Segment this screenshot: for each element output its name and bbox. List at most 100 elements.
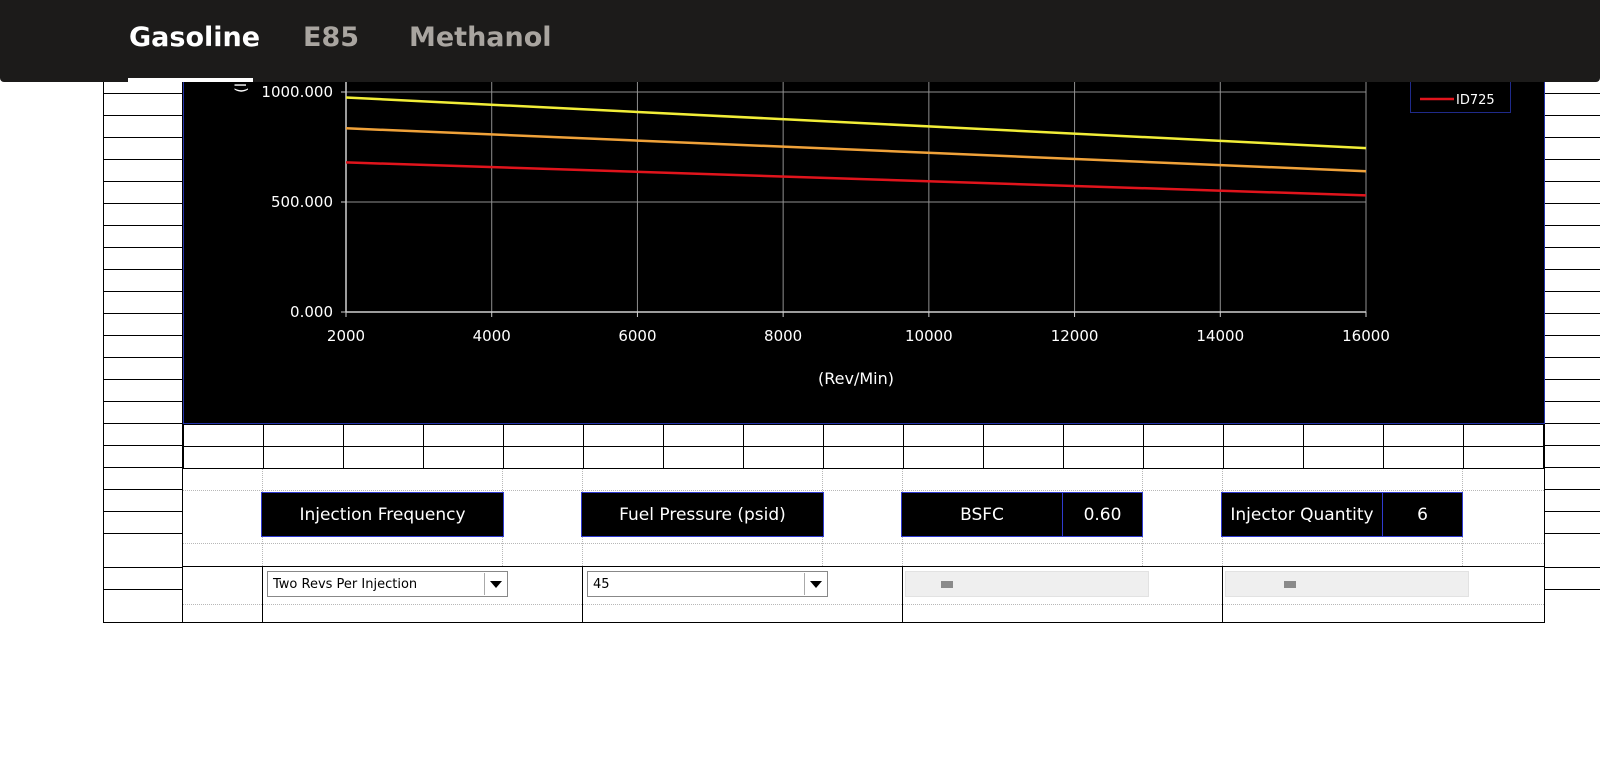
injector-quantity-slider-thumb[interactable] <box>1284 581 1296 588</box>
grid-line <box>103 93 183 94</box>
bsfc-value: 0.60 <box>1062 492 1143 537</box>
bsfc-slider[interactable] <box>905 571 1149 597</box>
grid-line <box>1544 93 1600 94</box>
x-tick-label: 4000 <box>473 327 511 345</box>
grid-line <box>103 589 183 590</box>
tab-gasoline[interactable]: Gasoline <box>129 22 261 53</box>
grid-line <box>183 604 1544 605</box>
grid-line <box>183 446 1544 447</box>
injector-quantity-slider[interactable] <box>1225 571 1469 597</box>
injection-frequency-label: Injection Frequency <box>261 492 504 537</box>
grid-line <box>1544 335 1600 336</box>
grid-line <box>1223 424 1224 468</box>
grid-line <box>1463 424 1464 468</box>
x-tick-label: 16000 <box>1342 327 1390 345</box>
grid-line <box>1063 424 1064 468</box>
grid-line <box>1143 424 1144 468</box>
grid-line <box>103 269 183 270</box>
grid-line <box>583 424 584 468</box>
grid-line <box>1544 379 1600 380</box>
grid-line <box>183 490 1544 491</box>
injector-quantity-label: Injector Quantity <box>1221 492 1383 537</box>
grid-line <box>103 423 183 424</box>
grid-line <box>183 543 1544 544</box>
grid-line <box>103 511 183 512</box>
grid-line <box>743 424 744 468</box>
bsfc-label: BSFC <box>901 492 1063 537</box>
chevron-down-icon[interactable] <box>804 573 826 595</box>
grid-line <box>103 335 183 336</box>
grid-line <box>983 424 984 468</box>
x-tick-label: 12000 <box>1051 327 1099 345</box>
grid-line <box>103 159 183 160</box>
grid-line <box>263 424 264 468</box>
chevron-down-icon[interactable] <box>484 573 506 595</box>
fuel-pressure-dropdown[interactable]: 45 <box>587 571 828 597</box>
x-axis-label: (Rev/Min) <box>818 369 894 388</box>
grid-line <box>103 225 183 226</box>
grid-line <box>1544 511 1600 512</box>
grid-line <box>103 291 183 292</box>
injector-quantity-value: 6 <box>1382 492 1463 537</box>
grid-line <box>1544 467 1600 468</box>
grid-line <box>1544 401 1600 402</box>
grid-line <box>1544 269 1600 270</box>
grid-line <box>103 622 1545 623</box>
grid-line <box>103 379 183 380</box>
grid-line <box>1544 489 1600 490</box>
grid-line <box>183 468 1544 469</box>
y-tick-label: 500.000 <box>271 193 333 211</box>
x-tick-label: 6000 <box>618 327 656 345</box>
grid-line <box>1544 115 1600 116</box>
grid-line <box>103 445 183 446</box>
tab-e85[interactable]: E85 <box>303 22 360 53</box>
grid-line <box>183 566 1544 567</box>
grid-line <box>262 566 263 622</box>
legend-label: ID725 <box>1456 93 1495 108</box>
chart-canvas: 2000 4000 6000 8000 10000 12000 14000 16000 0.00… <box>232 82 1495 388</box>
injection-frequency-dropdown[interactable]: Two Revs Per Injection <box>267 571 508 597</box>
grid-line <box>1222 566 1223 622</box>
grid-line <box>343 424 344 468</box>
grid-line <box>103 489 183 490</box>
grid-line <box>1303 424 1304 468</box>
grid-line <box>1544 357 1600 358</box>
grid-line <box>183 424 1544 425</box>
grid-line <box>103 247 183 248</box>
x-tick-label: 14000 <box>1196 327 1244 345</box>
grid-line <box>1544 225 1600 226</box>
y-tick-label: 1000.000 <box>261 83 333 101</box>
grid-line <box>1544 159 1600 160</box>
grid-line <box>1544 137 1600 138</box>
grid-line <box>1544 203 1600 204</box>
grid-line <box>423 424 424 468</box>
grid-line <box>1544 445 1600 446</box>
grid-line <box>1544 423 1600 424</box>
x-tick-label: 8000 <box>764 327 802 345</box>
grid-line <box>902 566 903 622</box>
y-tick-label: 0.000 <box>290 303 333 321</box>
active-tab-indicator <box>128 78 253 82</box>
grid-line <box>103 401 183 402</box>
grid-line <box>103 533 183 534</box>
grid-line <box>103 567 183 568</box>
series-line-1 <box>345 127 1367 173</box>
grid-line <box>103 181 183 182</box>
grid-line <box>1544 589 1600 590</box>
grid-line <box>103 115 183 116</box>
bsfc-slider-thumb[interactable] <box>941 581 953 588</box>
tab-methanol[interactable]: Methanol <box>409 22 552 53</box>
series-line-0 <box>345 96 1367 150</box>
injector-flow-chart: 2000 4000 6000 8000 10000 12000 14000 16000 0.00… <box>183 82 1545 424</box>
injection-frequency-selected: Two Revs Per Injection <box>273 576 418 592</box>
grid-line <box>1544 247 1600 248</box>
grid-line <box>1544 181 1600 182</box>
chart-legend <box>1410 82 1511 113</box>
series-line-2 <box>345 161 1367 197</box>
y-axis-label: (l <box>232 83 250 93</box>
grid-line <box>1544 567 1600 568</box>
grid-line <box>103 467 183 468</box>
grid-line <box>823 424 824 468</box>
grid-line <box>103 82 104 622</box>
grid-line <box>103 203 183 204</box>
